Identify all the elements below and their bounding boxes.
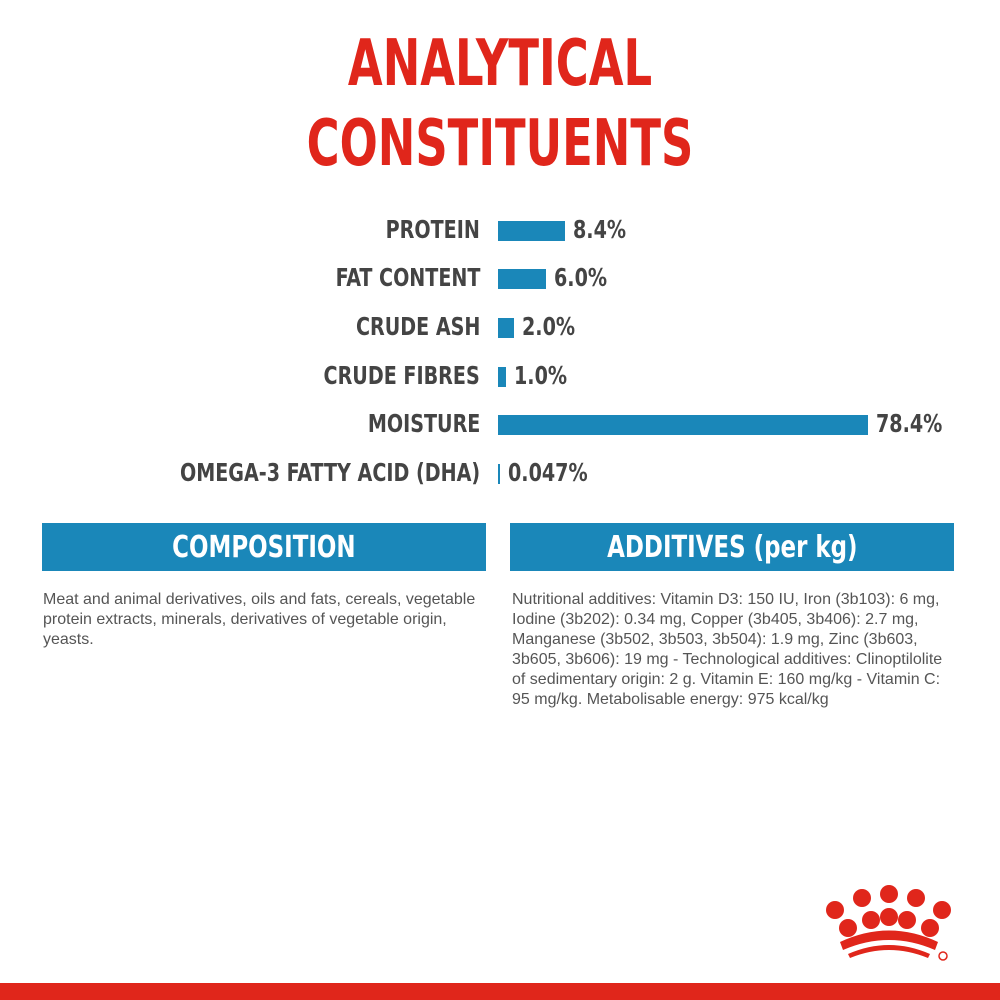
composition-heading: COMPOSITION <box>42 523 486 571</box>
page-title-line-1: ANALYTICAL <box>347 27 653 101</box>
bar <box>498 269 547 289</box>
category-label: PROTEIN <box>385 215 480 244</box>
composition-text: Meat and animal derivatives, oils and fa… <box>43 591 476 648</box>
page-title-line-2: CONSTITUENTS <box>306 107 694 181</box>
value-label: 0.047% <box>508 458 588 487</box>
value-label: 2.0% <box>522 312 576 341</box>
bottom-brand-band <box>0 983 1000 1000</box>
additives-text: Nutritional additives: Vitamin D3: 150 I… <box>512 591 943 708</box>
additives-heading: ADDITIVES (per kg) <box>510 523 954 571</box>
constituents-chart: PROTEIN 8.4% FAT CONTENT 6.0% CRUDE ASH 2.0% C… <box>0 200 1000 500</box>
bar <box>498 367 507 387</box>
value-label: 78.4% <box>876 409 943 438</box>
category-label: FAT CONTENT <box>335 263 480 292</box>
category-label: CRUDE FIBRES <box>323 361 480 390</box>
category-label: OMEGA-3 FATTY ACID (DHA) <box>179 458 480 487</box>
bar <box>498 415 868 435</box>
value-label: 6.0% <box>554 263 608 292</box>
bar <box>498 318 515 338</box>
royal-crown-logo <box>826 885 951 961</box>
category-label: CRUDE ASH <box>355 312 480 341</box>
value-label: 8.4% <box>573 215 627 244</box>
value-label: 1.0% <box>514 361 568 390</box>
bar <box>498 464 500 484</box>
category-label: MOISTURE <box>367 409 480 438</box>
bar <box>498 221 566 241</box>
